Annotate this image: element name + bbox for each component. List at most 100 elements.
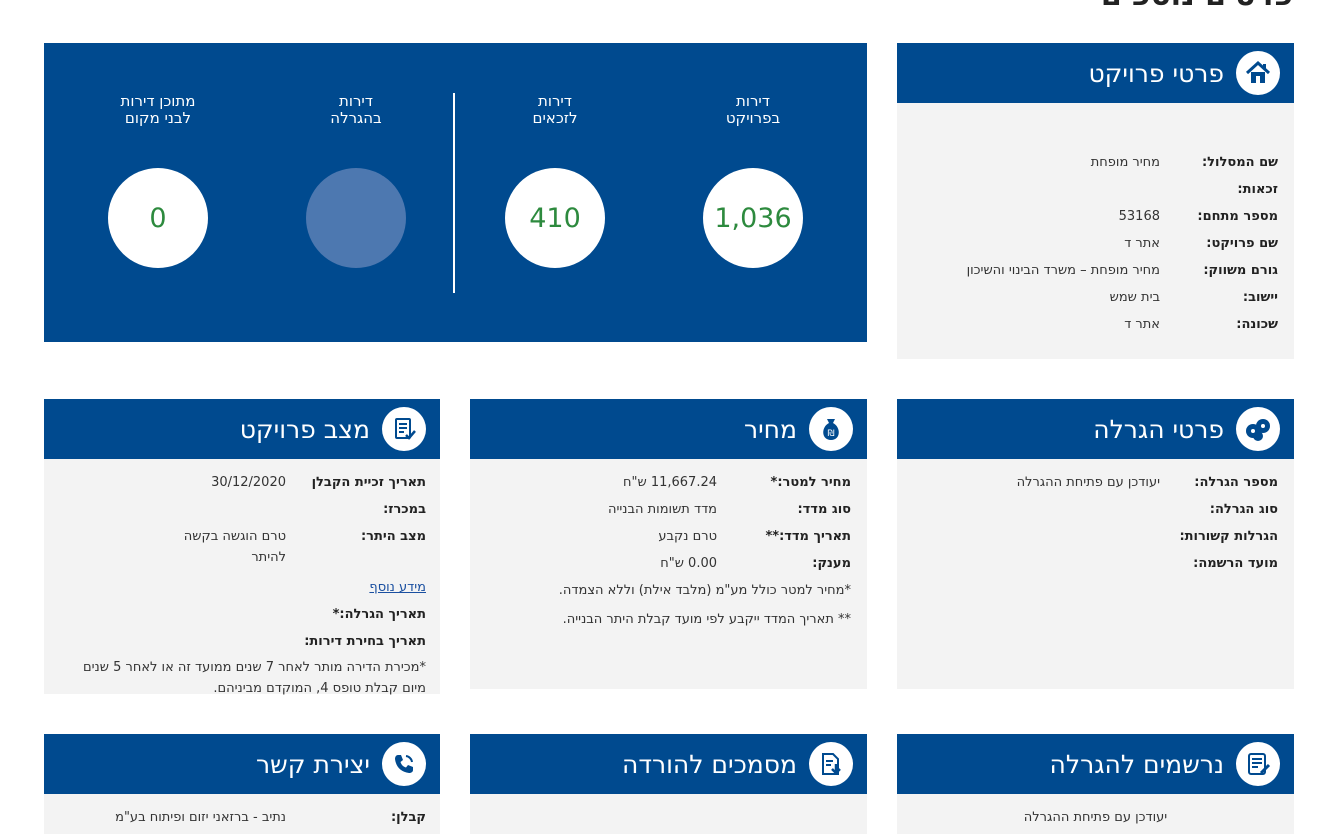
detail-row: סוג הגרלה:	[913, 496, 1278, 523]
detail-label: מחיר למטר:*	[770, 475, 851, 490]
card-header: נרשמים להגרלה	[897, 734, 1294, 794]
stat-label-line2: לזכאים	[532, 109, 578, 127]
detail-value: טרם נקבע	[658, 529, 717, 544]
detail-value: מדד תשומות הבנייה	[607, 502, 717, 517]
stat-label-line1: דירות	[538, 92, 572, 110]
detail-row: יישוב: בית שמש	[913, 284, 1278, 311]
detail-row: שם המסלול: מחיר מופחת	[913, 149, 1278, 176]
svg-text:₪: ₪	[827, 429, 834, 439]
detail-label: יישוב:	[1242, 290, 1278, 305]
more-info-link[interactable]: מידע נוסף	[369, 580, 426, 595]
detail-value: מחיר מופחת – משרד הבינוי והשיכון	[966, 263, 1160, 278]
card-title: פרטי פרויקט	[1088, 58, 1224, 88]
lottery-details-card: פרטי הגרלה מספר הגרלה: יעודכן עם פתיחת הה…	[897, 399, 1294, 689]
detail-label: קבלן:	[390, 810, 426, 825]
detail-value: אתר ד	[1124, 236, 1160, 251]
detail-label: סוג מדד:	[797, 502, 851, 517]
detail-row: שם פרויקט: אתר ד	[913, 230, 1278, 257]
register-list-icon	[1236, 742, 1280, 786]
card-title: מצב פרויקט	[239, 414, 370, 444]
detail-row: מספר מתחם: 53168	[913, 203, 1278, 230]
detail-label: הגרלות קשורות:	[1179, 529, 1278, 544]
stat-value	[306, 168, 406, 268]
project-details-card: פרטי פרויקט שם המסלול: מחיר מופחת זכאות: …	[897, 43, 1294, 359]
card-header: מצב פרויקט	[44, 399, 440, 459]
phone-icon	[382, 742, 426, 786]
documents-card: מסמכים להורדה	[470, 734, 867, 834]
stat-label-line1: דירות	[339, 92, 373, 110]
detail-label: תאריך מדד:**	[765, 529, 851, 544]
stat-apartments-in-project: דירות בפרויקט 1,036	[673, 93, 833, 268]
detail-label: תאריך בחירת דירות:	[304, 634, 426, 649]
detail-label: שכונה:	[1236, 317, 1278, 332]
detail-row: סוג מדד: מדד תשומות הבנייה	[486, 496, 851, 523]
detail-value: יעודכן עם פתיחת ההגרלה	[1016, 475, 1160, 490]
lottery-details-list: מספר הגרלה: יעודכן עם פתיחת ההגרלה סוג הג…	[897, 459, 1294, 577]
detail-value: 11,667.24 ש"ח	[623, 475, 717, 490]
detail-row: הגרלות קשורות:	[913, 523, 1278, 550]
detail-label: שם המסלול:	[1201, 155, 1278, 170]
page-title: פרטים נוספים	[1101, 0, 1293, 13]
contact-list: קבלן: נתיב - ברזאני יזום ופיתוח בע"מ	[44, 794, 440, 831]
detail-row: תאריך זכיית הקבלן במכרז: 30/12/2020	[58, 469, 426, 523]
stat-label: דירות בפרויקט	[673, 93, 833, 133]
download-document-icon	[809, 742, 853, 786]
more-info-row: מידע נוסף	[58, 572, 426, 601]
stat-value: 0	[108, 168, 208, 268]
stat-value: 410	[505, 168, 605, 268]
contact-card: יצירת קשר קבלן: נתיב - ברזאני יזום ופיתוח…	[44, 734, 440, 834]
registrants-card: נרשמים להגרלה יעודכן עם פתיחת ההגרלה	[897, 734, 1294, 834]
card-title: יצירת קשר	[255, 749, 370, 779]
card-header: פרטי פרויקט	[897, 43, 1294, 103]
detail-value: נתיב - ברזאני יזום ופיתוח בע"מ	[115, 810, 286, 825]
detail-value: בית שמש	[1109, 290, 1160, 305]
stat-label: מתוכן דירות לבני מקום	[78, 93, 238, 133]
detail-row: תאריך הגרלה:*	[58, 601, 426, 628]
stat-label-line2: לבני מקום	[124, 109, 192, 127]
detail-row: גורם משווק: מחיר מופחת – משרד הבינוי והשי…	[913, 257, 1278, 284]
detail-value: 30/12/2020	[211, 475, 286, 490]
stat-label-line1: מתוכן דירות	[120, 92, 196, 110]
document-check-icon	[382, 407, 426, 451]
detail-row: מספר הגרלה: יעודכן עם פתיחת ההגרלה	[913, 469, 1278, 496]
stat-label-line2: בהגרלה	[330, 109, 382, 127]
project-details-list: שם המסלול: מחיר מופחת זכאות: מספר מתחם: 53…	[897, 103, 1294, 338]
detail-label: מועד הרשמה:	[1193, 556, 1278, 571]
detail-row: מענק: 0.00 ש"ח	[486, 550, 851, 577]
card-title: מחיר	[743, 414, 797, 444]
detail-label: תאריך הגרלה:*	[332, 607, 426, 622]
card-header: פרטי הגרלה	[897, 399, 1294, 459]
detail-row: קבלן: נתיב - ברזאני יזום ופיתוח בע"מ	[58, 804, 426, 831]
project-status-list: תאריך זכיית הקבלן במכרז: 30/12/2020 מצב ה…	[44, 459, 440, 699]
price-note: *מחיר למטר כולל מע"מ (מלבד אילת) וללא הצ…	[558, 583, 851, 598]
stat-apartments-in-lottery: דירות בהגרלה	[276, 93, 436, 268]
detail-label: מספר מתחם:	[1197, 209, 1278, 224]
card-header: מסמכים להורדה	[470, 734, 867, 794]
detail-row: תאריך בחירת דירות:	[58, 628, 426, 655]
stat-label: דירות לזכאים	[475, 93, 635, 133]
stat-apartments-for-locals: מתוכן דירות לבני מקום 0	[78, 93, 238, 268]
registrants-value: יעודכן עם פתיחת ההגרלה	[1023, 810, 1168, 825]
detail-label: סוג הגרלה:	[1209, 502, 1278, 517]
detail-row: זכאות:	[913, 176, 1278, 203]
card-title: נרשמים להגרלה	[1049, 749, 1224, 779]
shekel-bag-icon: ₪	[809, 407, 853, 451]
price-card: ₪ מחיר מחיר למטר:* 11,667.24 ש"ח סוג מדד:…	[470, 399, 867, 689]
detail-label: גורם משווק:	[1203, 263, 1278, 278]
stat-value: 1,036	[703, 168, 803, 268]
status-note: *מכירת הדירה מותר לאחר 7 שנים ממועד זה א…	[83, 660, 426, 696]
detail-row: מועד הרשמה:	[913, 550, 1278, 577]
stat-label: דירות בהגרלה	[276, 93, 436, 133]
stat-label-line2: בפרויקט	[725, 109, 781, 127]
detail-label: מצב היתר:	[360, 529, 426, 544]
detail-value: טרם הוגשה בקשה להיתר	[183, 529, 286, 565]
card-title: מסמכים להורדה	[622, 749, 797, 779]
card-title: פרטי הגרלה	[1093, 414, 1224, 444]
lottery-balls-icon	[1236, 407, 1280, 451]
detail-row: מצב היתר: טרם הוגשה בקשה להיתר	[58, 526, 426, 568]
stat-apartments-for-eligible: דירות לזכאים 410	[475, 93, 635, 268]
home-icon	[1236, 51, 1280, 95]
detail-row: שכונה: אתר ד	[913, 311, 1278, 338]
stats-divider	[453, 93, 455, 293]
detail-label: מספר הגרלה:	[1194, 475, 1278, 490]
